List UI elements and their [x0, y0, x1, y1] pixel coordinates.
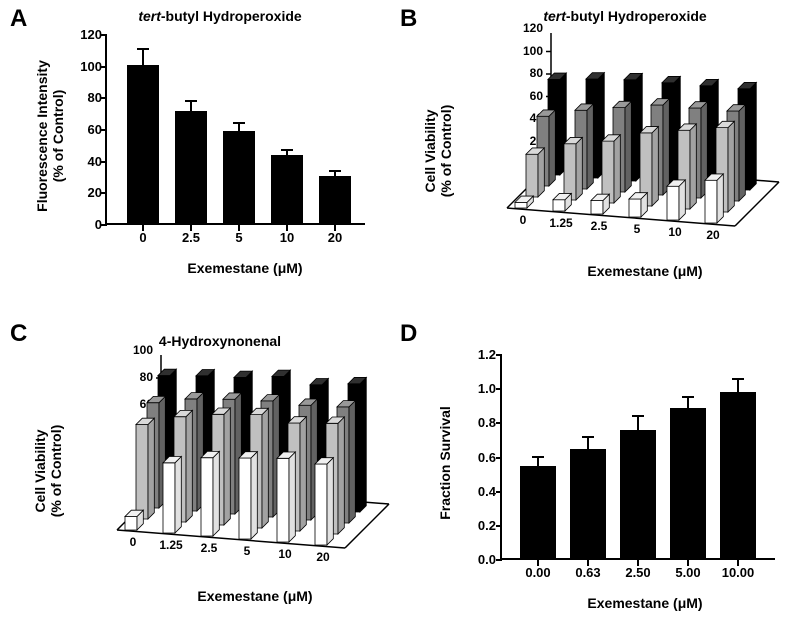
ytick-label: 100	[72, 59, 102, 74]
xtick-label: 2.5	[579, 219, 619, 233]
panel-c-xlabel: Exemestane (μM)	[145, 588, 365, 604]
bar	[620, 430, 656, 558]
xtick-label: 20	[303, 550, 343, 564]
error-cap	[233, 122, 245, 124]
xtick-label: 5	[218, 230, 260, 245]
ytick-label: 20	[72, 185, 102, 200]
panel-c-label: C	[10, 320, 27, 348]
panel-b-ylabel: Cell Viability (% of Control)	[422, 71, 454, 231]
xtick-label: 5	[617, 222, 657, 236]
panel-d: D Fraction Survival 0.00.20.40.60.81.01.…	[400, 320, 785, 630]
error-cap	[281, 149, 293, 151]
xtick-label: 10	[266, 230, 308, 245]
xtick-label: 1.25	[541, 216, 581, 230]
xtick-label: 0	[113, 535, 153, 549]
error-cap	[329, 170, 341, 172]
error-cap	[532, 456, 544, 458]
xtick-label: 10	[265, 547, 305, 561]
error-bar	[737, 379, 739, 393]
error-cap	[582, 436, 594, 438]
bar	[223, 131, 255, 223]
ytick-label: 0	[72, 217, 102, 232]
error-bar	[587, 437, 589, 449]
panel-b: B tert-butyl Hydroperoxide Cell Viabilit…	[400, 5, 785, 305]
ytick-label: 0.2	[464, 518, 496, 533]
error-cap	[185, 100, 197, 102]
xtick-label: 0	[503, 213, 543, 227]
xtick-label: 20	[314, 230, 356, 245]
ytick-label: 0.4	[464, 484, 496, 499]
panel-b-label: B	[400, 5, 417, 33]
panel-a-title: tert-butyl Hydroperoxide	[100, 8, 340, 24]
xtick-label: 0	[122, 230, 164, 245]
bar	[720, 392, 756, 558]
panel-c-chart: 02040608010001.252.551020	[95, 355, 390, 570]
xtick-label: 2.5	[170, 230, 212, 245]
panel-d-label: D	[400, 320, 417, 348]
xtick-label: 5.00	[662, 565, 714, 580]
error-cap	[632, 415, 644, 417]
panel-c: C 4-Hydroxynonenal Cell Viability (% of …	[10, 320, 390, 630]
panel-b-xlabel: Exemestane (μM)	[535, 263, 755, 279]
bar	[319, 176, 351, 224]
ytick-label: 0.6	[464, 450, 496, 465]
error-bar	[142, 49, 144, 65]
xtick-label: 20	[693, 228, 733, 242]
panel-d-chart: 0.00.20.40.60.81.01.2 0.000.632.505.0010…	[500, 355, 775, 560]
xtick-label: 2.5	[189, 541, 229, 555]
panel-a-label: A	[10, 5, 27, 33]
ytick-label: 1.0	[464, 381, 496, 396]
xtick-label: 2.50	[612, 565, 664, 580]
panel-d-xlabel: Exemestane (μM)	[535, 595, 755, 611]
bar	[520, 466, 556, 558]
panel-a-chart: 020406080100120 02.551020	[105, 35, 365, 225]
ytick-label: 120	[72, 27, 102, 42]
xtick-label: 10.00	[712, 565, 764, 580]
panel-a-xlabel: Exemestane (μM)	[135, 260, 355, 276]
panel-d-ylabel: Fraction Survival	[437, 383, 453, 543]
ytick-label: 80	[72, 90, 102, 105]
error-cap	[732, 378, 744, 380]
panel-a: A tert-butyl Hydroperoxide Fluorescence …	[10, 5, 390, 305]
error-bar	[238, 123, 240, 131]
error-bar	[537, 457, 539, 466]
xtick-label: 0.00	[512, 565, 564, 580]
xtick-label: 0.63	[562, 565, 614, 580]
bar	[175, 111, 207, 223]
ytick-label: 40	[72, 154, 102, 169]
bar	[271, 155, 303, 223]
error-bar	[637, 416, 639, 430]
xtick-label: 1.25	[151, 538, 191, 552]
error-bar	[190, 101, 192, 111]
xtick-label: 10	[655, 225, 695, 239]
ytick-label: 60	[72, 122, 102, 137]
error-bar	[687, 397, 689, 407]
ytick-label: 0.0	[464, 552, 496, 567]
bar	[127, 65, 159, 223]
panel-a-ylabel: Fluorescence Intensity (% of Control)	[34, 46, 66, 226]
xtick-label: 5	[227, 544, 267, 558]
ytick-label: 1.2	[464, 347, 496, 362]
ytick-label: 0.8	[464, 415, 496, 430]
bar	[570, 449, 606, 558]
panel-b-chart: 02040608010012001.252.551020	[485, 33, 780, 248]
error-cap	[682, 396, 694, 398]
panel-c-ylabel: Cell Viability (% of Control)	[32, 391, 64, 551]
error-cap	[137, 48, 149, 50]
bar	[670, 408, 706, 558]
